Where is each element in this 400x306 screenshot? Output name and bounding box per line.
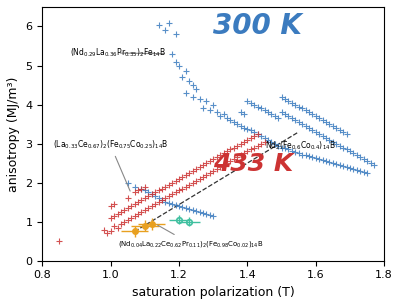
Text: Nd$_2$(Fe$_{0.6}$Co$_{0.4}$)$_{14}$B: Nd$_2$(Fe$_{0.6}$Co$_{0.4}$)$_{14}$B (264, 139, 335, 152)
Text: (Nd$_{0.29}$La$_{0.36}$Pr$_{0.35}$)$_2$Fe$_{14}$B: (Nd$_{0.29}$La$_{0.36}$Pr$_{0.35}$)$_2$F… (70, 47, 166, 59)
Y-axis label: anisotropy (MJ/m³): anisotropy (MJ/m³) (7, 76, 20, 192)
Text: (La$_{0.33}$Ce$_{0.67}$)$_2$(Fe$_{0.75}$Co$_{0.25}$)$_{14}$B: (La$_{0.33}$Ce$_{0.67}$)$_2$(Fe$_{0.75}$… (53, 139, 168, 191)
X-axis label: saturation polarization (T): saturation polarization (T) (132, 286, 295, 299)
Text: 433 K: 433 K (213, 152, 294, 176)
Text: (Nd$_{0.04}$La$_{0.22}$Ce$_{0.62}$Pr$_{0.11}$)$_2$(Fe$_{0.98}$Co$_{0.02}$)$_{14}: (Nd$_{0.04}$La$_{0.22}$Ce$_{0.62}$Pr$_{0… (118, 225, 263, 249)
Text: 300 K: 300 K (213, 12, 302, 40)
